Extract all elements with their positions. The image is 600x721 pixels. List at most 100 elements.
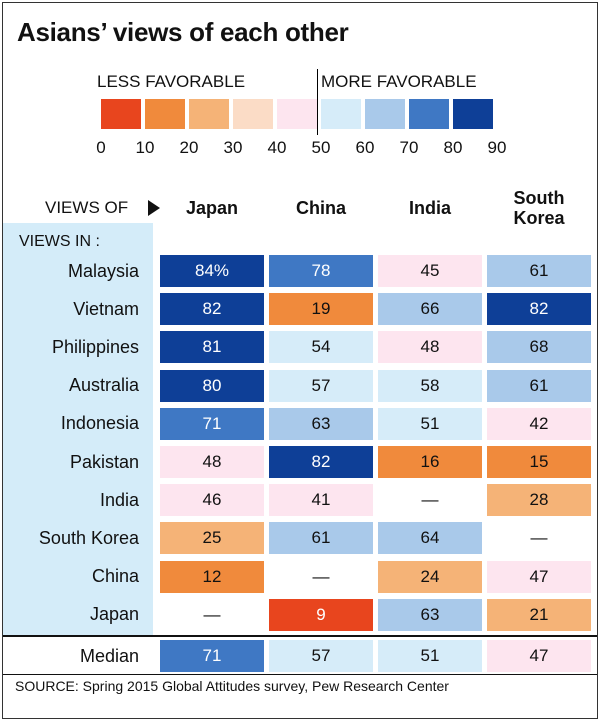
row-label: Philippines <box>51 336 139 357</box>
legend-swatch <box>277 99 317 129</box>
legend-swatch <box>145 99 185 129</box>
heatmap-cell: 46 <box>160 484 264 517</box>
column-header: India <box>408 198 451 218</box>
legend-swatch <box>233 99 273 129</box>
table-row: Australia 80 57 58 61 <box>3 367 597 405</box>
row-label-band <box>3 223 153 635</box>
heatmap-cell: 51 <box>378 640 482 672</box>
column-header: Japan <box>185 198 239 218</box>
legend-tick-label: 80 <box>443 138 463 157</box>
heatmap-cell: 84% <box>160 255 264 287</box>
row-label: Median <box>79 645 139 666</box>
legend-swatch <box>189 99 229 129</box>
source-note: SOURCE: Spring 2015 Global Attitudes sur… <box>15 678 449 694</box>
heatmap-cell: 54 <box>269 331 373 364</box>
heatmap-cell: 28 <box>487 484 591 517</box>
heatmap-cell: 15 <box>487 446 591 478</box>
heatmap-cell: — <box>269 560 373 593</box>
heatmap-cell: 47 <box>487 560 591 593</box>
legend-tick-label: 90 <box>487 138 507 157</box>
right-arrow-icon <box>148 200 160 216</box>
heatmap-cell: 68 <box>487 331 591 364</box>
column-header: China <box>295 198 346 218</box>
heatmap-cell: 71 <box>160 640 264 672</box>
heatmap-cell: 21 <box>487 598 591 631</box>
column-header-row: VIEWS OF Japan China India South Korea <box>3 183 597 233</box>
row-label: Pakistan <box>69 451 139 472</box>
heatmap-cell: 80 <box>160 369 264 402</box>
heatmap-cell: 45 <box>378 255 482 287</box>
legend-swatch <box>365 99 405 129</box>
heatmap-cell: 48 <box>378 331 482 364</box>
heatmap-cell: 9 <box>269 598 373 631</box>
views-of-label: VIEWS OF <box>45 198 129 217</box>
heatmap-cell: 25 <box>160 522 264 555</box>
table-row: India 46 41—28 <box>3 481 597 519</box>
row-label: Japan <box>89 604 139 625</box>
heatmap-cell: 71 <box>160 407 264 440</box>
row-label: South Korea <box>38 527 139 548</box>
legend-tick-label: 20 <box>179 138 199 157</box>
median-divider <box>3 635 597 637</box>
source-divider <box>3 674 597 675</box>
heatmap-cell: 82 <box>160 293 264 326</box>
heatmap-cell: 61 <box>269 522 373 555</box>
heatmap-cell: 82 <box>269 446 373 478</box>
row-label: Malaysia <box>67 260 139 281</box>
row-label: China <box>91 566 139 587</box>
heatmap-cell: 12 <box>160 560 264 593</box>
row-label: Indonesia <box>60 413 139 434</box>
median-row: Median 71 57 51 47 <box>3 637 597 675</box>
table-row: Japan —9 63 21 <box>3 596 597 634</box>
row-label: Australia <box>68 375 139 396</box>
heatmap-cell: — <box>160 598 264 631</box>
heatmap-cell: 63 <box>378 598 482 631</box>
legend-tick-label: 60 <box>355 138 375 157</box>
legend-less-label: LESS FAVORABLE <box>97 72 246 91</box>
legend-tick-label: 0 <box>96 138 106 157</box>
column-header: South Korea <box>513 188 565 228</box>
heatmap-cell: 57 <box>269 369 373 402</box>
heatmap-cell: 61 <box>487 255 591 287</box>
heatmap-cell: 63 <box>269 407 373 440</box>
heatmap-cell: 64 <box>378 522 482 555</box>
heatmap-cell: — <box>487 522 591 555</box>
heatmap-cell: 51 <box>378 407 482 440</box>
table-row: Pakistan 48 82 16 15 <box>3 443 597 481</box>
heatmap-cell: 61 <box>487 369 591 402</box>
heatmap-cell: 66 <box>378 293 482 326</box>
heatmap-cell: 82 <box>487 293 591 326</box>
heatmap-cell: 16 <box>378 446 482 478</box>
chart-title: Asians’ views of each other <box>17 17 349 47</box>
legend-more-label: MORE FAVORABLE <box>321 72 477 91</box>
heatmap-cell: 24 <box>378 560 482 593</box>
heatmap-cell: 57 <box>269 640 373 672</box>
heatmap-cell: 41 <box>269 484 373 517</box>
heatmap-cell: 48 <box>160 446 264 478</box>
heatmap-cell: 42 <box>487 407 591 440</box>
table-row: Vietnam 82 19 66 82 <box>3 290 597 328</box>
table-row: Philippines 81 54 48 68 <box>3 328 597 366</box>
table-row: Indonesia 71 63 51 42 <box>3 405 597 443</box>
legend-tick-label: 40 <box>267 138 287 157</box>
row-label: Vietnam <box>73 298 139 319</box>
legend-swatch <box>409 99 449 129</box>
legend-tick-label: 10 <box>135 138 155 157</box>
table-row: South Korea 25 61 64— <box>3 519 597 557</box>
table-row: Malaysia 84% 78 45 61 <box>3 252 597 290</box>
heatmap-cell: 81 <box>160 331 264 364</box>
legend-swatch <box>321 99 361 129</box>
legend-swatch <box>101 99 141 129</box>
heatmap-cell: 78 <box>269 255 373 287</box>
heatmap-cell: 19 <box>269 293 373 326</box>
heatmap-cell: 47 <box>487 640 591 672</box>
legend-divider <box>317 69 318 135</box>
legend-tick-label: 30 <box>223 138 243 157</box>
table-row: China 12—24 47 <box>3 558 597 596</box>
views-in-label: VIEWS IN : <box>19 233 100 250</box>
legend-tick-label: 50 <box>311 138 331 157</box>
legend-tick-label: 70 <box>399 138 419 157</box>
legend-swatch <box>453 99 493 129</box>
heatmap-cell: — <box>378 484 482 517</box>
